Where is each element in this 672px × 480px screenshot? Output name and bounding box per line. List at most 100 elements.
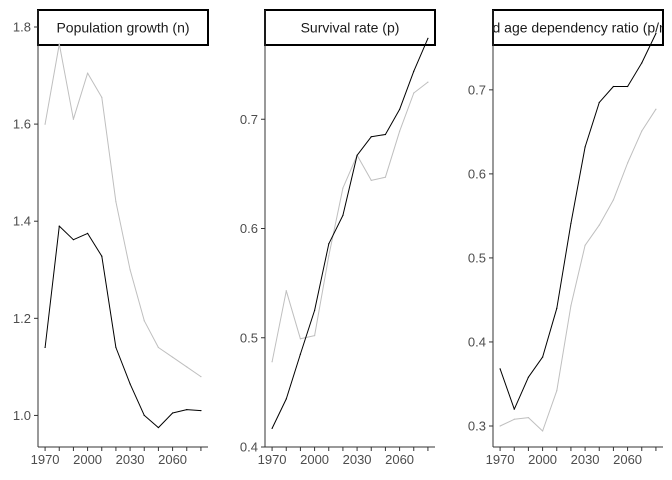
data-point (527, 376, 530, 378)
data-point (58, 43, 60, 45)
data-point (86, 72, 89, 74)
y-tick-label: 0.7 (240, 112, 258, 127)
y-tick-label: 1.8 (13, 19, 31, 34)
data-point (427, 81, 429, 83)
data-point (72, 239, 75, 241)
data-point (655, 32, 657, 35)
y-tick-label: 1.4 (13, 214, 31, 229)
x-tick-label: 2000 (528, 452, 557, 467)
data-point (584, 244, 586, 246)
data-point (655, 108, 657, 110)
data-point (143, 414, 145, 417)
series-line-2 (44, 225, 201, 429)
data-point (384, 176, 387, 178)
y-tick-label: 0.4 (468, 334, 486, 349)
data-point (186, 409, 188, 411)
data-point (171, 412, 174, 414)
panel-title: Population growth (n) (56, 20, 189, 36)
data-point (384, 133, 387, 136)
data-point (129, 383, 131, 385)
data-point (513, 418, 515, 420)
data-point (626, 162, 629, 164)
data-point (44, 346, 46, 349)
data-point (598, 101, 600, 104)
series-line-2 (499, 33, 657, 410)
data-point (328, 243, 330, 245)
y-tick-label: 0.3 (468, 418, 486, 433)
x-tick-label: 1970 (31, 452, 60, 467)
data-point (328, 255, 330, 257)
series-line-2 (271, 38, 429, 429)
data-point (200, 375, 202, 378)
x-tick-label: 2060 (613, 452, 642, 467)
y-tick-label: 0.5 (468, 250, 486, 265)
y-tick-label: 1.2 (13, 311, 31, 326)
panel-2: Survival rate (p) 0.4 0.5 0.6 0.7 1970 2000 203… (240, 9, 436, 467)
x-tick-label: 2060 (385, 452, 414, 467)
x-tick-label: 2030 (571, 452, 600, 467)
data-point (356, 154, 358, 156)
x-tick-label: 2030 (116, 452, 145, 467)
x-tick-label: 1970 (258, 452, 287, 467)
data-point (342, 187, 344, 189)
data-point (370, 136, 372, 138)
data-point (285, 290, 287, 292)
data-point (413, 70, 415, 72)
data-point (427, 37, 429, 40)
data-point (626, 85, 629, 88)
panel-title: Survival rate (p) (301, 20, 400, 36)
data-point (143, 320, 145, 322)
data-point (584, 146, 586, 148)
data-point (398, 130, 401, 132)
series-line-1 (44, 43, 202, 378)
data-point (641, 130, 643, 132)
panel-title: Old age dependency ratio (p/n) (478, 20, 671, 36)
data-point (499, 425, 501, 427)
data-point (527, 416, 530, 419)
data-point (598, 224, 600, 226)
data-point (101, 96, 103, 98)
data-point (44, 123, 46, 125)
y-tick-label: 0.7 (468, 82, 486, 97)
data-point (129, 269, 131, 271)
data-point (413, 92, 415, 94)
data-point (285, 398, 287, 400)
series-line-1 (499, 108, 657, 432)
data-point (513, 408, 515, 410)
x-tick-label: 2000 (300, 452, 329, 467)
y-tick-label: 0.6 (240, 221, 258, 236)
data-point (499, 368, 501, 370)
data-point (171, 356, 174, 358)
data-point (299, 338, 302, 340)
data-point (271, 361, 273, 363)
data-point (541, 430, 544, 432)
data-point (58, 225, 60, 227)
data-point (541, 356, 544, 358)
y-tick-label: 0.5 (240, 330, 258, 345)
x-tick-label: 1970 (486, 452, 515, 467)
data-point (570, 305, 572, 307)
data-point (115, 346, 117, 349)
series-line-1 (271, 81, 429, 362)
data-point (370, 179, 372, 182)
data-point (186, 366, 188, 368)
data-point (200, 409, 202, 412)
y-tick-label: 0.4 (240, 440, 258, 455)
panel-title-strip: Survival rate (p) (264, 9, 436, 46)
y-tick-label: 1.6 (13, 117, 31, 132)
data-point (570, 222, 572, 225)
data-point (86, 232, 89, 234)
panel-3: Old age dependency ratio (p/n) 0.3 0.4 0.5 0… (468, 9, 671, 467)
data-point (157, 426, 160, 429)
data-point (313, 309, 316, 312)
data-point (641, 62, 643, 64)
data-point (556, 307, 558, 309)
y-tick-label: 1.0 (13, 408, 31, 423)
data-point (299, 353, 302, 355)
panel-title-strip: Population growth (n) (37, 9, 209, 46)
data-point (556, 390, 558, 392)
y-tick-label: 0.6 (468, 166, 486, 181)
data-point (342, 214, 344, 216)
